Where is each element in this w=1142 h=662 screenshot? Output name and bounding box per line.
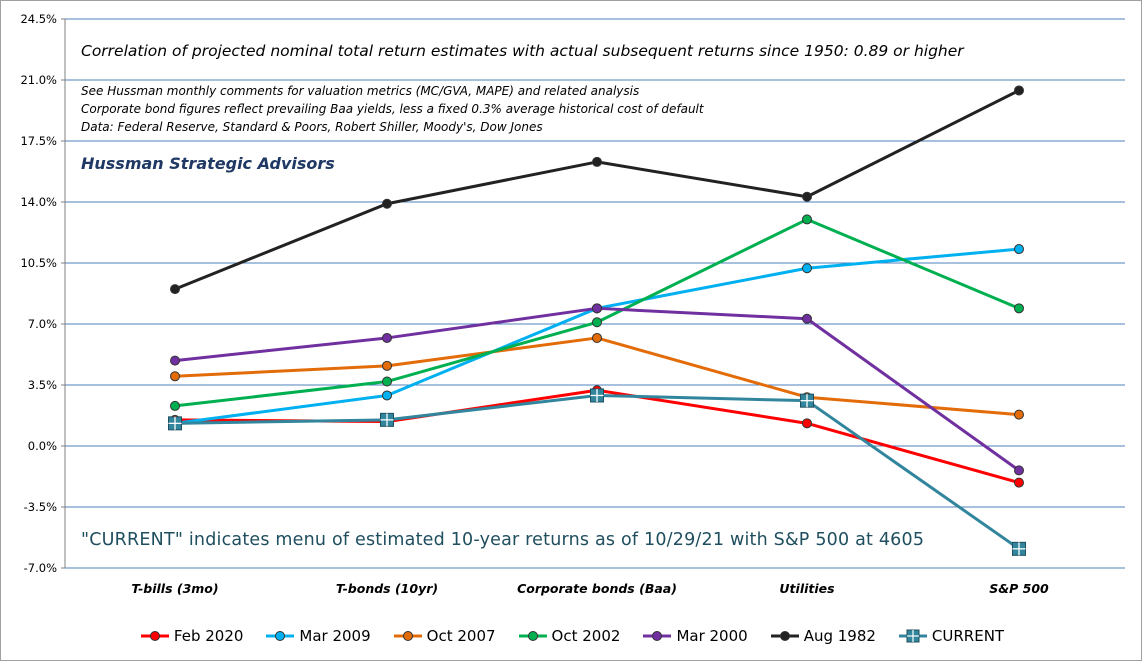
legend-label: Mar 2000 [676, 627, 748, 645]
data-point [1014, 477, 1024, 488]
legend-label: Mar 2009 [299, 627, 371, 645]
legend-item: CURRENT [898, 627, 1004, 645]
data-point [170, 355, 180, 366]
data-point [802, 263, 812, 274]
legend-label: Feb 2020 [173, 627, 244, 645]
y-tick-label: 24.5% [20, 12, 57, 26]
note-data-sources: Data: Federal Reserve, Standard & Poors,… [81, 120, 543, 134]
x-tick-label: T-bills (3mo) [131, 581, 218, 596]
y-tick-label: 10.5% [20, 256, 57, 270]
series-line [174, 393, 1020, 551]
data-point [802, 191, 812, 202]
series-line [174, 336, 1020, 417]
data-point [170, 371, 180, 382]
data-point [592, 156, 602, 167]
legend-label: Oct 2007 [426, 627, 496, 645]
data-point [592, 317, 602, 328]
firm-name: Hussman Strategic Advisors [81, 154, 335, 173]
legend-label: Aug 1982 [803, 627, 876, 645]
y-tick-label: -7.0% [24, 561, 57, 575]
legend-swatch [770, 631, 799, 641]
data-point [592, 303, 602, 314]
legend-swatch [393, 631, 422, 641]
legend-item: Feb 2020 [140, 627, 244, 645]
data-point [382, 332, 392, 343]
legend-label: Oct 2002 [551, 627, 621, 645]
legend-item: Mar 2000 [642, 627, 748, 645]
legend-item: Mar 2009 [265, 627, 371, 645]
data-point [382, 376, 392, 387]
data-point [382, 390, 392, 401]
legend-swatch [140, 631, 169, 641]
data-point [382, 198, 392, 209]
data-point [1014, 465, 1024, 476]
x-tick-label: Utilities [779, 581, 834, 596]
current-explanation: "CURRENT" indicates menu of estimated 10… [81, 530, 925, 550]
legend: Feb 2020 Mar 2009 Oct 2007 Oct 2002 Mar 2000… [1, 627, 1142, 645]
data-point [802, 313, 812, 324]
y-tick-label: 3.5% [28, 378, 57, 392]
y-tick-label: 14.0% [20, 195, 57, 209]
data-point [1014, 303, 1024, 314]
x-tick-label: S&P 500 [989, 581, 1049, 596]
legend-swatch [266, 631, 295, 641]
data-point [170, 400, 180, 411]
x-tick-label: T-bonds (10yr) [336, 581, 438, 596]
legend-swatch [643, 631, 672, 641]
data-point [170, 284, 180, 295]
data-point [802, 418, 812, 429]
note-valuation-metrics: See Hussman monthly comments for valuati… [81, 84, 640, 98]
data-point [1014, 85, 1024, 96]
legend-item: Oct 2002 [518, 627, 621, 645]
legend-item: Aug 1982 [770, 627, 876, 645]
y-tick-label: -3.5% [24, 500, 57, 514]
y-tick-label: 21.0% [20, 73, 57, 87]
legend-label: CURRENT [931, 627, 1005, 645]
data-point [382, 360, 392, 371]
data-point [592, 332, 602, 343]
data-point [802, 214, 812, 225]
data-point [1014, 244, 1024, 255]
legend-swatch [898, 629, 927, 643]
y-tick-label: 17.5% [20, 134, 57, 148]
y-tick-label: 7.0% [28, 317, 57, 331]
x-tick-label: Corporate bonds (Baa) [517, 581, 677, 596]
legend-swatch [518, 631, 547, 641]
chart-subtitle-correlation: Correlation of projected nominal total r… [81, 42, 964, 60]
legend-item: Oct 2007 [393, 627, 496, 645]
note-corporate-bonds: Corporate bond figures reflect prevailin… [81, 102, 704, 116]
y-tick-label: 0.0% [28, 439, 57, 453]
data-point [1014, 409, 1024, 420]
